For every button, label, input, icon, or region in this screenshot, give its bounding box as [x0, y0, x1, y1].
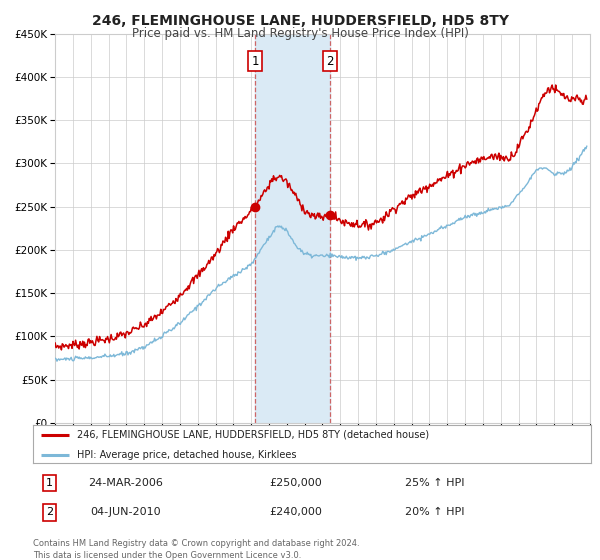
Text: 2: 2 — [326, 55, 334, 68]
Text: 2: 2 — [46, 507, 53, 517]
Text: 24-MAR-2006: 24-MAR-2006 — [88, 478, 163, 488]
Text: 246, FLEMINGHOUSE LANE, HUDDERSFIELD, HD5 8TY: 246, FLEMINGHOUSE LANE, HUDDERSFIELD, HD… — [91, 14, 509, 28]
Text: 1: 1 — [46, 478, 53, 488]
Text: HPI: Average price, detached house, Kirklees: HPI: Average price, detached house, Kirk… — [77, 450, 296, 460]
Bar — [255, 34, 330, 423]
Text: 20% ↑ HPI: 20% ↑ HPI — [405, 507, 464, 517]
Text: 1: 1 — [251, 55, 259, 68]
Text: 04-JUN-2010: 04-JUN-2010 — [90, 507, 160, 517]
Text: 25% ↑ HPI: 25% ↑ HPI — [405, 478, 464, 488]
Text: 246, FLEMINGHOUSE LANE, HUDDERSFIELD, HD5 8TY (detached house): 246, FLEMINGHOUSE LANE, HUDDERSFIELD, HD… — [77, 430, 428, 440]
Text: £250,000: £250,000 — [269, 478, 322, 488]
Text: £240,000: £240,000 — [269, 507, 322, 517]
Text: Price paid vs. HM Land Registry's House Price Index (HPI): Price paid vs. HM Land Registry's House … — [131, 27, 469, 40]
Text: Contains HM Land Registry data © Crown copyright and database right 2024.
This d: Contains HM Land Registry data © Crown c… — [33, 539, 359, 559]
